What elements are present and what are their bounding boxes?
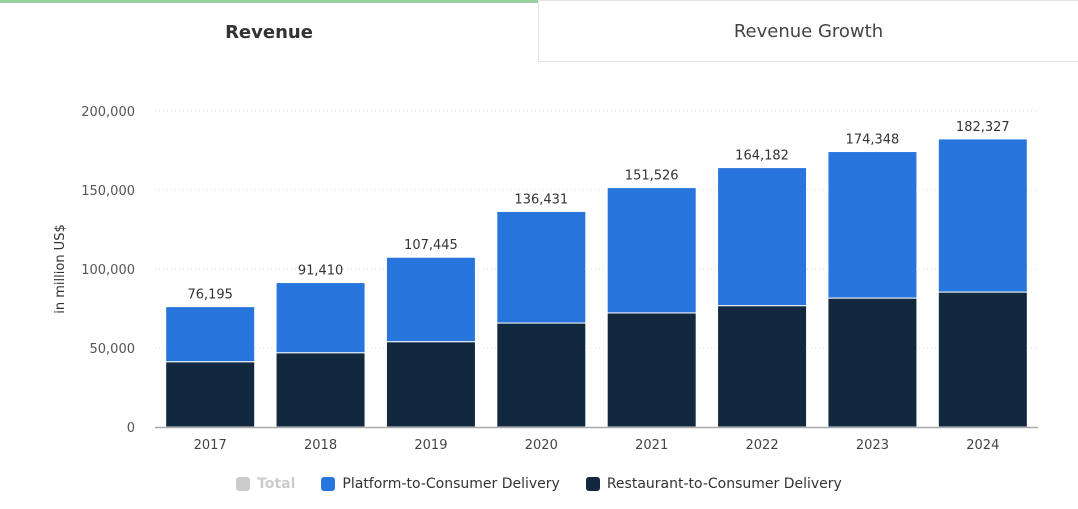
bar-restaurant <box>165 361 256 428</box>
legend-swatch <box>585 477 600 491</box>
bar-restaurant <box>717 305 808 428</box>
legend-item-platform[interactable]: Platform-to-Consumer Delivery <box>321 476 560 492</box>
legend-item-total[interactable]: Total <box>236 476 295 492</box>
legend: Total Platform-to-Consumer Delivery Rest… <box>0 476 1078 492</box>
legend-swatch <box>321 477 336 491</box>
y-tick-label: 100,000 <box>81 263 135 278</box>
bar-platform <box>937 138 1028 293</box>
data-label: 174,348 <box>846 133 900 148</box>
bar-platform <box>496 210 587 324</box>
legend-label: Restaurant-to-Consumer Delivery <box>606 476 842 492</box>
x-tick-label: 2017 <box>194 438 227 453</box>
bar-restaurant <box>275 352 366 428</box>
x-tick-label: 2024 <box>966 438 999 453</box>
data-label: 91,410 <box>298 264 344 279</box>
y-tick-label: 50,000 <box>90 342 136 357</box>
legend-item-restaurant[interactable]: Restaurant-to-Consumer Delivery <box>585 476 842 492</box>
bar-restaurant <box>496 322 587 428</box>
data-label: 182,327 <box>956 120 1010 135</box>
x-tick-label: 2020 <box>525 438 558 453</box>
bar-platform <box>717 167 808 307</box>
data-label: 136,431 <box>514 192 568 207</box>
legend-swatch <box>236 477 251 491</box>
tab-revenue-growth[interactable]: Revenue Growth <box>538 0 1078 62</box>
x-tick-label: 2021 <box>635 438 668 453</box>
legend-label: Total <box>257 476 296 492</box>
x-tick-label: 2022 <box>746 438 779 453</box>
y-tick-label: 150,000 <box>81 184 135 199</box>
legend-label: Platform-to-Consumer Delivery <box>342 476 560 492</box>
bar-restaurant <box>606 312 697 428</box>
bar-platform <box>275 282 366 354</box>
bar-restaurant <box>937 291 1028 428</box>
data-label: 151,526 <box>625 169 679 184</box>
tab-bar: Revenue Revenue Growth <box>0 0 1078 62</box>
data-label: 76,195 <box>187 288 233 303</box>
data-label: 164,182 <box>735 149 789 164</box>
tab-revenue[interactable]: Revenue <box>0 0 538 62</box>
x-tick-label: 2023 <box>856 438 889 453</box>
data-label: 107,445 <box>404 238 458 253</box>
bar-platform <box>385 256 476 343</box>
bar-restaurant <box>385 341 476 428</box>
bar-restaurant <box>827 297 918 428</box>
x-tick-label: 2018 <box>304 438 337 453</box>
stacked-bar-chart: 0 50,000 100,000 150,000 200,000 in million U… <box>53 105 1038 453</box>
y-tick-label: 200,000 <box>81 105 135 120</box>
y-tick-label: 0 <box>127 421 135 436</box>
bar-platform <box>606 187 697 314</box>
y-axis-label: in million US$ <box>53 224 68 313</box>
bar-platform <box>165 306 256 363</box>
bar-platform <box>827 151 918 299</box>
x-tick-label: 2019 <box>414 438 447 453</box>
